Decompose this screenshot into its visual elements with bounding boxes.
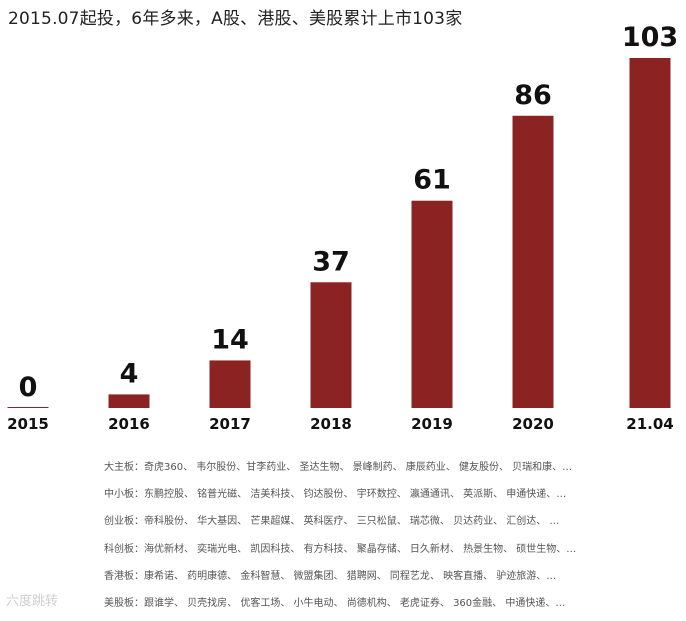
bar-2015: [7, 407, 49, 408]
bar-2017: [209, 360, 251, 408]
x-tick-2015: 2015: [7, 415, 49, 433]
watermark-text: 六度跳转: [6, 594, 59, 609]
board-companies: 跟谁学、 贝壳找房、 优客工场、 小牛电动、 尚德机构、 老虎证券、 360金融…: [144, 597, 566, 609]
board-row: 中小板：东鹏控股、 铭普光磁、 洁美科技、 钧达股份、 宇环数控、 瀛通通讯、 …: [104, 485, 664, 512]
x-tick-2019: 2019: [411, 415, 453, 433]
board-label: 香港板：: [104, 570, 144, 582]
board-row: 香港板：康希诺、 药明康德、 金科智慧、 微盟集团、 猎聘网、 同程艺龙、 映客…: [104, 567, 664, 594]
value-label-2018: 37: [312, 246, 350, 277]
board-row: 美股板：跟谁学、 贝壳找房、 优客工场、 小牛电动、 尚德机构、 老虎证券、 3…: [104, 594, 664, 621]
board-row: 大主板：奇虎360、 韦尔股份、甘李药业、 圣达生物、 景峰制药、 康辰药业、 …: [104, 458, 664, 485]
board-companies: 康希诺、 药明康德、 金科智慧、 微盟集团、 猎聘网、 同程艺龙、 映客直播、 …: [144, 570, 557, 582]
board-label: 大主板：: [104, 462, 144, 473]
board-companies: 奇虎360、 韦尔股份、甘李药业、 圣达生物、 景峰制药、 康辰药业、 健友股份…: [144, 462, 573, 473]
bar-2020: [512, 115, 554, 408]
x-tick-21.04: 21.04: [626, 415, 673, 433]
value-label-2015: 0: [19, 372, 38, 403]
board-label: 美股板：: [104, 597, 144, 609]
watermark-logo: 六度跳转: [6, 590, 58, 609]
board-label: 科创板：: [104, 543, 144, 555]
board-label: 创业板：: [104, 516, 144, 528]
board-companies: 东鹏控股、 铭普光磁、 洁美科技、 钧达股份、 宇环数控、 瀛通通讯、 英派斯、…: [144, 489, 567, 501]
value-label-2017: 14: [211, 324, 249, 355]
value-label-21.04: 103: [622, 22, 678, 53]
value-label-2020: 86: [514, 80, 552, 111]
value-label-2019: 61: [413, 165, 451, 196]
board-companies: 帝科股份、 华大基因、 芒果超媒、 英科医疗、 三只松鼠、 瑞芯微、 贝达药业、…: [144, 516, 560, 528]
value-label-2016: 4: [120, 358, 139, 389]
board-list: 大主板：奇虎360、 韦尔股份、甘李药业、 圣达生物、 景峰制药、 康辰药业、 …: [104, 458, 664, 621]
chart-title: 2015.07起投，6年多来，A股、港股、美股累计上市103家: [8, 9, 463, 29]
bar-chart: 0 2015 4 2016 14 2017 37 2018 61 2019 86 2020 103 21.…: [7, 22, 678, 433]
bar-2018: [310, 282, 352, 408]
bar-2016: [108, 394, 150, 408]
board-row: 创业板：帝科股份、 华大基因、 芒果超媒、 英科医疗、 三只松鼠、 瑞芯微、 贝…: [104, 512, 664, 539]
bar-21.04: [629, 58, 671, 408]
board-row: 科创板：海优新材、 奕瑞光电、 凯因科技、 有方科技、 聚晶存储、 日久新材、 …: [104, 540, 664, 567]
x-tick-2016: 2016: [108, 415, 150, 433]
board-label: 中小板：: [104, 489, 144, 501]
x-tick-2017: 2017: [209, 415, 251, 433]
board-companies: 海优新材、 奕瑞光电、 凯因科技、 有方科技、 聚晶存储、 日久新材、 热景生物…: [144, 543, 577, 555]
bar-2019: [411, 200, 453, 408]
x-tick-2018: 2018: [310, 415, 352, 433]
x-tick-2020: 2020: [512, 415, 554, 433]
